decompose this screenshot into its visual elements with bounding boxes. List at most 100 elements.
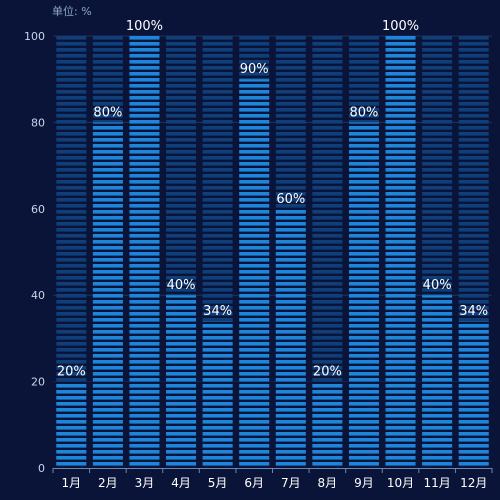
bar-stripe — [53, 57, 492, 60]
bar-stripe — [53, 375, 492, 378]
bar — [92, 122, 123, 469]
x-tick-label: 11月 — [423, 476, 450, 490]
bar-stripe — [53, 231, 492, 234]
data-label: 100% — [126, 19, 163, 34]
bar-stripe — [53, 291, 492, 294]
y-tick-label: 60 — [31, 203, 45, 216]
y-tick-label: 0 — [38, 462, 45, 475]
bar-stripe — [53, 459, 492, 462]
bar-stripe — [53, 141, 492, 144]
data-label: 80% — [350, 105, 379, 120]
y-tick-label: 100 — [24, 30, 45, 43]
bar-stripe — [53, 387, 492, 390]
bar-stripe — [53, 279, 492, 282]
bar-stripe — [53, 423, 492, 426]
bar-stripe — [53, 123, 492, 126]
bar-stripe — [53, 237, 492, 240]
bar-stripe — [53, 399, 492, 402]
x-tick-label: 7月 — [281, 476, 301, 490]
bar-stripe — [53, 447, 492, 450]
x-tick-label: 12月 — [460, 476, 487, 490]
data-label: 100% — [382, 19, 419, 34]
x-tick-label: 4月 — [171, 476, 191, 490]
bar-stripe — [53, 165, 492, 168]
data-label: 60% — [276, 192, 305, 207]
bar-stripe — [53, 207, 492, 210]
bar-stripe — [53, 441, 492, 444]
x-tick-label: 1月 — [61, 476, 81, 490]
bar-stripe — [53, 297, 492, 300]
bar-stripe — [53, 87, 492, 90]
bar-stripe — [53, 93, 492, 96]
x-tick-label: 9月 — [354, 476, 374, 490]
bar-stripe — [53, 411, 492, 414]
x-tick-label: 10月 — [387, 476, 414, 490]
bar-stripe — [53, 405, 492, 408]
y-tick-label: 20 — [31, 376, 45, 389]
bar-stripe — [53, 105, 492, 108]
data-label: 20% — [313, 365, 342, 380]
data-label: 80% — [93, 105, 122, 120]
unit-label: 单位: % — [52, 4, 92, 18]
bar-stripe — [53, 183, 492, 186]
bar-stripe — [53, 51, 492, 54]
x-tick-label: 2月 — [98, 476, 118, 490]
y-tick-label: 40 — [31, 289, 45, 302]
x-tick-label: 3月 — [135, 476, 155, 490]
bar-stripe — [53, 63, 492, 66]
x-tick-label: 5月 — [208, 476, 228, 490]
bar-stripe — [53, 111, 492, 114]
bar-stripe — [53, 327, 492, 330]
data-label: 40% — [167, 278, 196, 293]
bar-stripe — [53, 273, 492, 276]
axes — [52, 468, 493, 473]
bar-stripe — [53, 81, 492, 84]
bar-stripe — [53, 243, 492, 246]
bar-stripes — [53, 39, 492, 468]
bar-stripe — [53, 195, 492, 198]
bar-stripe — [53, 153, 492, 156]
bar-stripe — [53, 285, 492, 288]
bar-stripe — [53, 213, 492, 216]
bar-stripe — [53, 339, 492, 342]
bar-stripe — [53, 417, 492, 420]
bar-stripe — [53, 393, 492, 396]
data-label: 40% — [423, 278, 452, 293]
bar-stripe — [53, 363, 492, 366]
bar-stripe — [53, 249, 492, 252]
bar-stripe — [53, 435, 492, 438]
data-label: 90% — [240, 62, 269, 77]
bar-stripe — [53, 39, 492, 42]
bar-stripe — [53, 309, 492, 312]
bar-stripe — [53, 129, 492, 132]
bar — [348, 122, 379, 469]
data-label: 20% — [57, 365, 86, 380]
bar-stripe — [53, 465, 492, 468]
bar-stripe — [53, 267, 492, 270]
bar-stripe — [53, 99, 492, 102]
bar-stripe — [53, 255, 492, 258]
bar-stripe — [53, 303, 492, 306]
bar-stripe — [53, 261, 492, 264]
bar-stripe — [53, 45, 492, 48]
bar-stripe — [53, 357, 492, 360]
bar-stripe — [53, 219, 492, 222]
x-tick-label: 8月 — [318, 476, 338, 490]
bar-stripe — [53, 351, 492, 354]
bar-stripe — [53, 189, 492, 192]
data-label: 34% — [203, 304, 232, 319]
x-tick-label: 6月 — [244, 476, 264, 490]
bar-stripe — [53, 135, 492, 138]
bar-stripe — [53, 321, 492, 324]
bar-stripe — [53, 159, 492, 162]
bar-stripe — [53, 381, 492, 384]
bar-stripe — [53, 333, 492, 336]
bar — [275, 208, 306, 469]
bar-stripe — [53, 453, 492, 456]
bar-stripe — [53, 315, 492, 318]
labels: 0 20 40 60 80 100 20% 1月 80% 2月 100% 3月 40% 4月 34% 5月 90… — [24, 19, 488, 490]
bar-stripe — [53, 147, 492, 150]
bar-stripe — [53, 177, 492, 180]
bar-stripe — [53, 429, 492, 432]
